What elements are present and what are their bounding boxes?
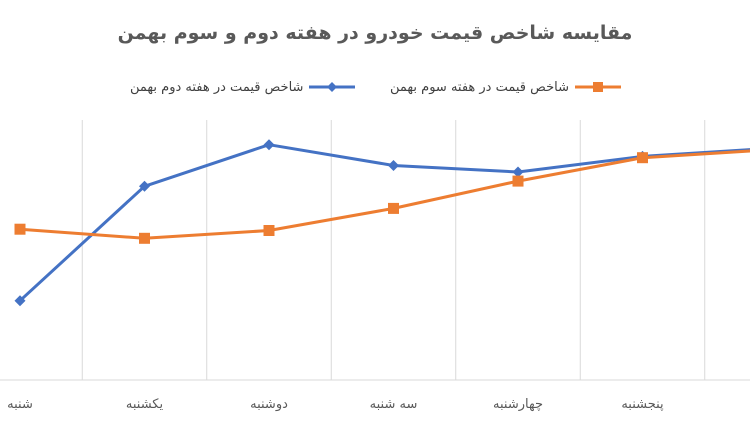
legend-label-week2: شاخص قیمت در هفته دوم بهمن [130, 79, 304, 95]
x-tick-label-1: یکشنبه [126, 397, 164, 412]
legend-label-week3: شاخص قیمت در هفته سوم بهمن [390, 79, 569, 95]
series-1-point-5 [637, 152, 648, 164]
series-0-point-2 [263, 139, 275, 151]
series-0-point-0 [14, 295, 26, 307]
x-tick-label-3: سه شنبه [370, 397, 418, 412]
series-0-point-3 [388, 160, 399, 171]
x-tick-label-4: چهارشنبه [493, 397, 543, 412]
series-0-point-4 [512, 166, 524, 178]
x-tick-label-2: دوشنبه [250, 397, 288, 412]
chart-title: مقایسه شاخص قیمت خودرو در هفته دوم و سوم… [117, 22, 633, 44]
x-tick-label-0: شنبه [7, 397, 33, 412]
series-1-point-4 [512, 175, 524, 187]
series-line-0 [18, 143, 750, 302]
series-1-point-3 [388, 202, 399, 214]
legend-item-week2: شاخص قیمت در هفته دوم بهمن [130, 76, 356, 98]
x-tick-label-5: پنجشنبه [621, 397, 664, 412]
series-0-point-1 [139, 180, 150, 192]
legend-swatch-week2 [309, 82, 356, 92]
legend-swatch-week3 [574, 82, 621, 92]
legend: شاخص قیمت در هفته دوم بهمن شاخص قیمت در … [0, 76, 750, 98]
series-1-point-0 [14, 223, 26, 235]
legend-item-week3: شاخص قیمت در هفته سوم بهمن [390, 76, 621, 98]
series-1-point-2 [263, 225, 275, 236]
series-1-point-1 [139, 232, 150, 244]
